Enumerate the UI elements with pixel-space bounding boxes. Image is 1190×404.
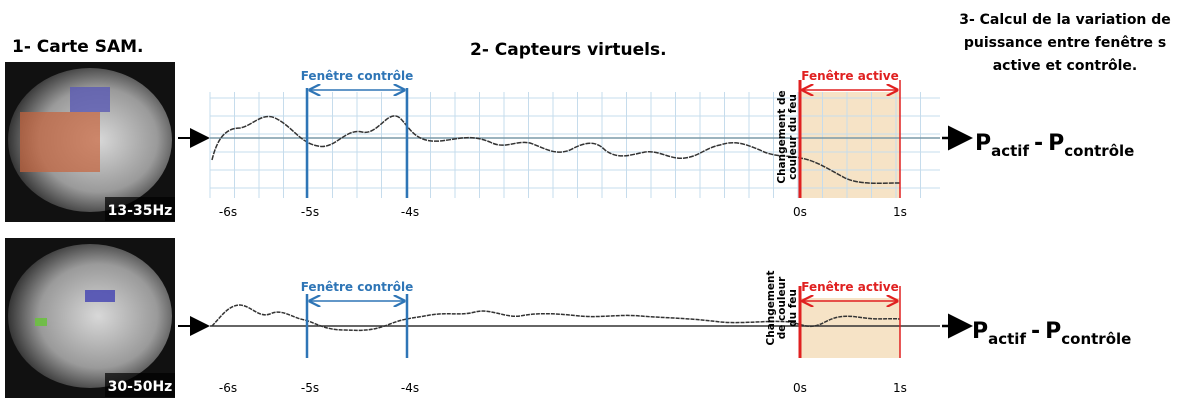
active-window-label: Fenêtre active — [801, 69, 899, 83]
time-tick-label: -6s — [219, 381, 237, 395]
band-label-bg — [105, 197, 175, 221]
formula-part: actif — [991, 142, 1029, 160]
step3-title: active et contrôle. — [993, 58, 1138, 74]
band-label: 13-35Hz — [108, 203, 173, 219]
time-tick-label: 0s — [793, 205, 807, 219]
formula: Pactif - Pcontrôle — [975, 131, 1134, 160]
brain-image — [8, 244, 172, 388]
formula-part: contrôle — [1064, 142, 1134, 160]
formula: Pactif - Pcontrôle — [972, 319, 1131, 348]
step3-title: puissance entre fenêtre s — [964, 35, 1166, 51]
time-tick-label: -4s — [401, 381, 419, 395]
event-label: couleur du feu — [787, 94, 799, 180]
activation-blob — [35, 318, 47, 326]
control-window-label: Fenêtre contrôle — [301, 280, 414, 294]
formula-part: - — [1031, 319, 1040, 344]
formula-part: P — [972, 319, 988, 344]
control-window-label: Fenêtre contrôle — [301, 69, 414, 83]
time-tick-label: 1s — [893, 381, 907, 395]
step2-title: 2- Capteurs virtuels. — [470, 40, 667, 60]
event-label: de couleur — [776, 276, 788, 339]
formula-part: P — [975, 131, 991, 156]
time-tick-label: -5s — [301, 381, 319, 395]
time-tick-label: -4s — [401, 205, 419, 219]
formula-part: contrôle — [1061, 330, 1131, 348]
formula-part: P — [1045, 319, 1061, 344]
formula-part: P — [1048, 131, 1064, 156]
active-window-shade — [800, 298, 900, 358]
step3-title: 3- Calcul de la variation de — [959, 12, 1171, 28]
waveform — [211, 304, 901, 332]
band-label-bg — [105, 373, 175, 397]
time-tick-label: -6s — [219, 205, 237, 219]
activation-blob — [20, 112, 100, 172]
time-tick-label: 1s — [893, 205, 907, 219]
event-label: Changement de — [776, 90, 788, 183]
waveform — [211, 115, 901, 185]
time-tick-label: 0s — [793, 381, 807, 395]
active-window-shade — [800, 92, 900, 198]
step1-title: 1- Carte SAM. — [12, 37, 143, 57]
band-label: 30-50Hz — [108, 379, 173, 395]
formula-part: actif — [988, 330, 1026, 348]
event-label: du feu — [787, 289, 799, 327]
time-tick-label: -5s — [301, 205, 319, 219]
activation-blob — [85, 290, 115, 302]
formula-part: - — [1034, 131, 1043, 156]
event-label: Changement — [765, 271, 777, 346]
active-window-label: Fenêtre active — [801, 280, 899, 294]
activation-blob — [70, 87, 110, 112]
